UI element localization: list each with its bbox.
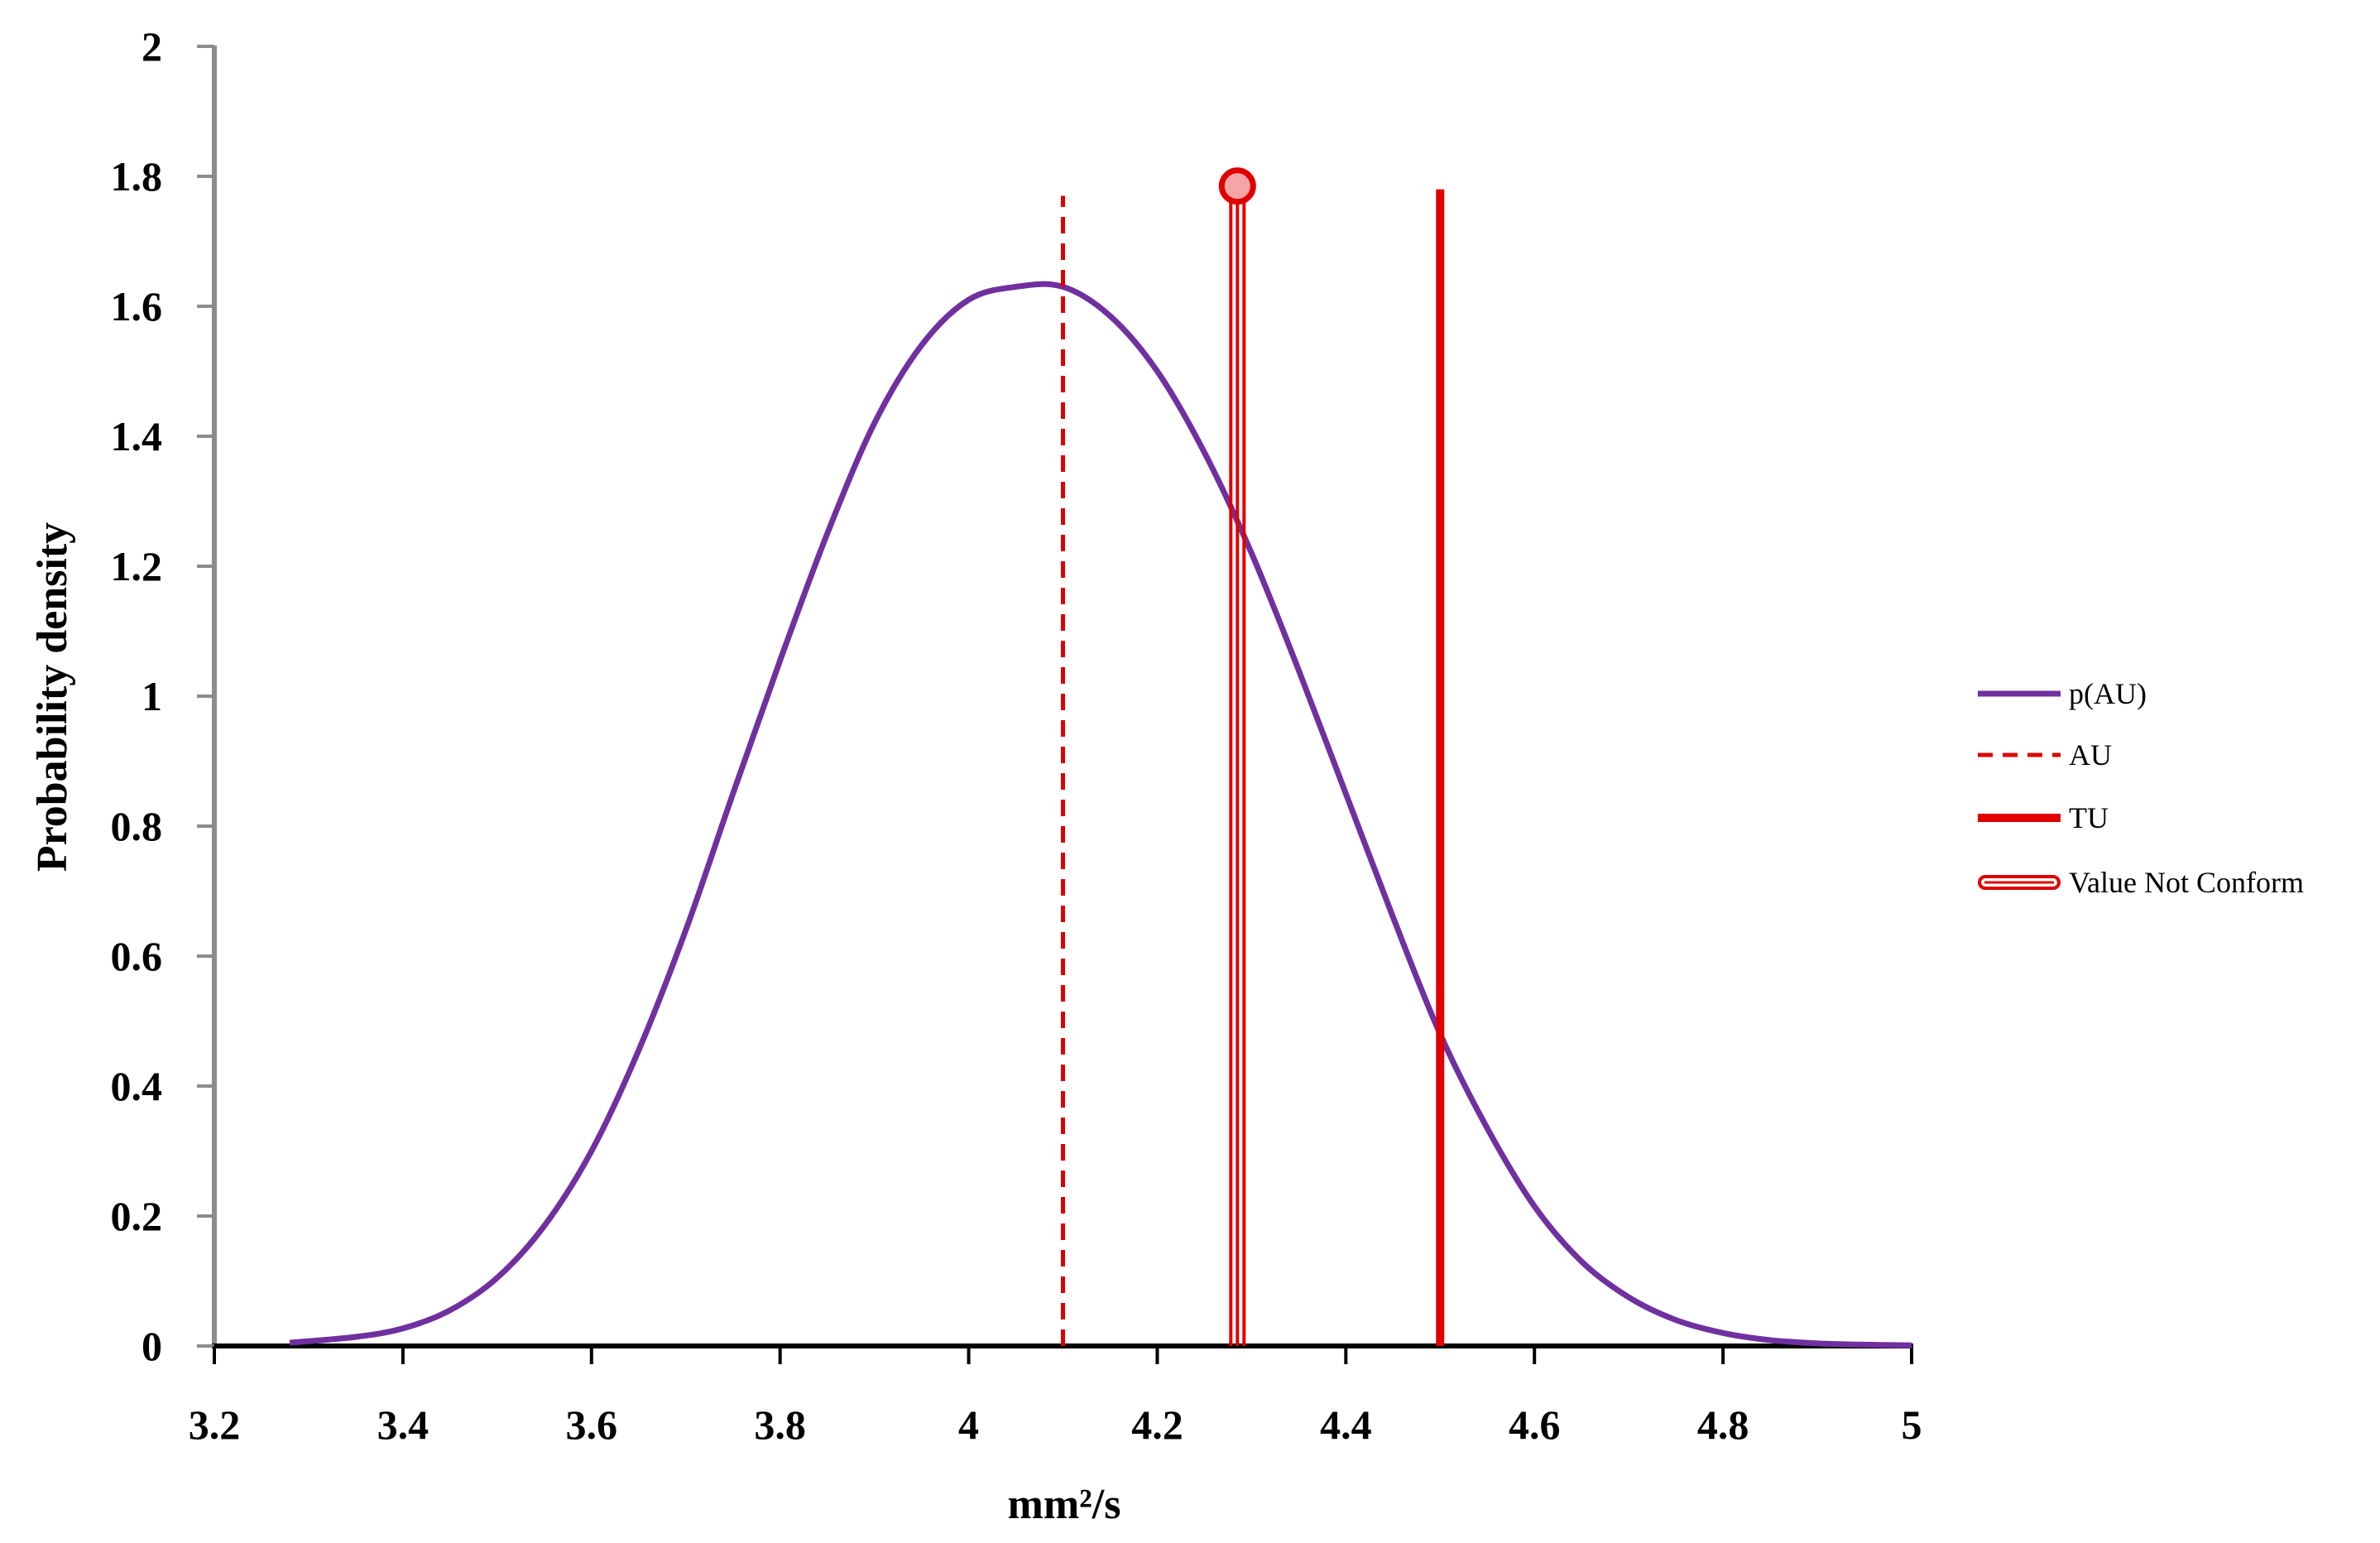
y-tick-label: 0.8 <box>111 803 163 849</box>
plot-area <box>289 167 1912 1348</box>
legend-item: Value Not Conform <box>1978 866 2304 899</box>
value-marker-circle <box>1218 167 1256 205</box>
x-tick-label: 4.2 <box>1131 1401 1183 1448</box>
y-ticks: 0 0.2 0.4 0.6 0.8 1 1.2 1.4 1.6 1.8 2 <box>111 23 214 1369</box>
x-tick-label: 3.8 <box>754 1401 806 1448</box>
y-tick-label: 0.6 <box>111 933 163 979</box>
legend-item: AU <box>1978 738 2112 772</box>
y-tick-label: 1.6 <box>111 283 163 329</box>
legend-label: TU <box>2069 801 2109 834</box>
y-tick-label: 1 <box>142 673 162 719</box>
value-not-conform-marker <box>1218 167 1256 1346</box>
legend-label: p(AU) <box>2069 677 2147 710</box>
y-tick-label: 1.2 <box>111 543 163 589</box>
y-tick-label: 0.4 <box>111 1063 163 1109</box>
x-tick-label: 4.8 <box>1697 1401 1749 1448</box>
p-au-curve <box>289 281 1912 1348</box>
legend-label: AU <box>2069 738 2112 772</box>
y-tick-label: 1.8 <box>111 153 163 199</box>
legend: p(AU) AU TU Value Not Conform <box>1978 677 2304 899</box>
legend-item: TU <box>1978 801 2109 834</box>
x-tick-label: 3.2 <box>189 1401 241 1448</box>
y-tick-label: 2 <box>142 23 162 70</box>
x-ticks: 3.2 3.4 3.6 3.8 4 4.2 4.4 4.6 4.8 5 <box>189 1346 1922 1448</box>
x-tick-label: 3.6 <box>566 1401 618 1448</box>
y-axis-title: Probability density <box>29 522 76 872</box>
legend-label: Value Not Conform <box>2069 866 2304 899</box>
x-tick-label: 4 <box>958 1401 979 1448</box>
legend-item: p(AU) <box>1978 677 2147 710</box>
x-tick-label: 3.4 <box>377 1401 429 1448</box>
y-tick-label: 0.2 <box>111 1193 163 1239</box>
x-tick-label: 4.4 <box>1320 1401 1372 1448</box>
x-tick-label: 4.6 <box>1509 1401 1561 1448</box>
y-tick-label: 1.4 <box>111 413 163 459</box>
x-tick-label: 5 <box>1902 1401 1922 1448</box>
x-axis-title: mm²/s <box>1008 1481 1121 1528</box>
y-tick-label: 0 <box>142 1323 162 1369</box>
